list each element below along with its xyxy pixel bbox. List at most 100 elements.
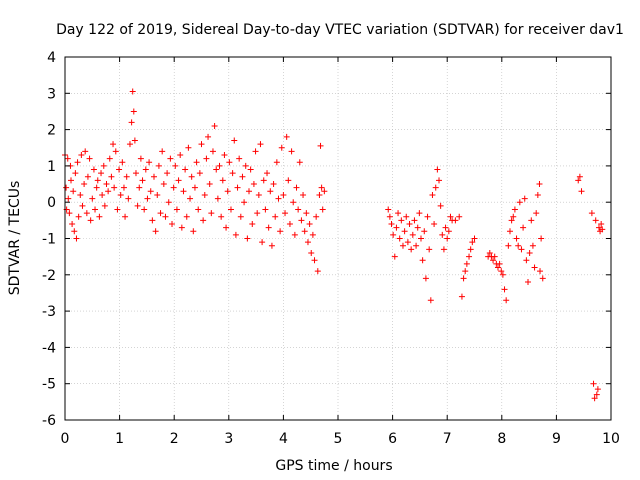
- data-points: [62, 88, 606, 402]
- data-point: [195, 206, 202, 213]
- x-tick-label: 6: [388, 431, 397, 447]
- data-point: [90, 166, 97, 173]
- data-point: [295, 206, 302, 213]
- data-point: [460, 275, 467, 282]
- data-point: [185, 144, 192, 151]
- data-point: [539, 275, 546, 282]
- data-point: [314, 268, 321, 275]
- data-point: [283, 133, 290, 140]
- data-point: [528, 217, 535, 224]
- data-point: [525, 279, 532, 286]
- data-point: [201, 191, 208, 198]
- data-point: [408, 246, 415, 253]
- data-point: [105, 188, 112, 195]
- data-point: [223, 224, 230, 231]
- data-point: [303, 210, 310, 217]
- data-point: [388, 220, 395, 227]
- x-tick-label: 10: [602, 431, 620, 447]
- data-point: [120, 184, 127, 191]
- data-point: [149, 217, 156, 224]
- data-point: [93, 184, 100, 191]
- data-point: [534, 191, 541, 198]
- data-point: [73, 235, 80, 242]
- data-point: [81, 181, 88, 188]
- data-point: [498, 268, 505, 275]
- data-point: [262, 206, 269, 213]
- data-point: [390, 231, 397, 238]
- data-point: [126, 141, 133, 148]
- data-point: [264, 170, 271, 177]
- y-tick-label: -2: [42, 268, 56, 284]
- data-point: [301, 228, 308, 235]
- data-point: [180, 188, 187, 195]
- data-point: [71, 228, 78, 235]
- data-point: [139, 177, 146, 184]
- data-point: [590, 380, 597, 387]
- data-point: [193, 159, 200, 166]
- data-point: [273, 159, 280, 166]
- data-point: [155, 162, 162, 169]
- data-point: [521, 195, 528, 202]
- data-point: [440, 246, 447, 253]
- data-point: [416, 210, 423, 217]
- data-point: [432, 184, 439, 191]
- data-point: [101, 202, 108, 209]
- data-point: [536, 181, 543, 188]
- data-point: [114, 206, 121, 213]
- data-point: [229, 170, 236, 177]
- data-point: [401, 228, 408, 235]
- data-point: [520, 224, 527, 231]
- data-point: [89, 195, 96, 202]
- data-point: [469, 239, 476, 246]
- data-point: [209, 148, 216, 155]
- data-point: [456, 213, 463, 220]
- data-point: [216, 162, 223, 169]
- data-point: [213, 166, 220, 173]
- data-point: [190, 228, 197, 235]
- data-point: [437, 202, 444, 209]
- data-point: [413, 242, 420, 249]
- data-point: [282, 210, 289, 217]
- data-point: [265, 224, 272, 231]
- data-point: [318, 184, 325, 191]
- data-point: [592, 217, 599, 224]
- data-point: [136, 184, 143, 191]
- data-point: [141, 206, 148, 213]
- data-point: [63, 184, 70, 191]
- data-point: [187, 195, 194, 202]
- data-point: [291, 231, 298, 238]
- y-tick-label: -6: [42, 413, 56, 429]
- data-point: [386, 213, 393, 220]
- data-point: [503, 297, 510, 304]
- data-point: [417, 235, 424, 242]
- data-point: [72, 170, 79, 177]
- x-tick-label: 2: [170, 431, 179, 447]
- plot-frame: [64, 56, 612, 421]
- x-tick-label: 7: [443, 431, 452, 447]
- data-point: [414, 224, 421, 231]
- data-point: [462, 268, 469, 275]
- data-point: [68, 177, 75, 184]
- x-tick-label: 8: [497, 431, 506, 447]
- x-tick-label: 1: [115, 431, 124, 447]
- data-point: [278, 144, 285, 151]
- x-tick-label: 5: [334, 431, 343, 447]
- data-point: [237, 213, 244, 220]
- y-tick-label: -5: [42, 377, 56, 393]
- x-tick-label: 3: [224, 431, 233, 447]
- x-tick-label: 4: [279, 431, 288, 447]
- data-point: [429, 191, 436, 198]
- data-point: [87, 217, 94, 224]
- y-tick-label: 0: [47, 195, 56, 211]
- data-point: [538, 235, 545, 242]
- data-point: [69, 220, 76, 227]
- data-point: [599, 226, 606, 233]
- data-point: [169, 220, 176, 227]
- data-point: [98, 170, 105, 177]
- data-point: [533, 210, 540, 217]
- data-point: [576, 173, 583, 180]
- data-point: [134, 202, 141, 209]
- data-point: [182, 166, 189, 173]
- data-point: [594, 386, 601, 393]
- data-point: [317, 142, 324, 149]
